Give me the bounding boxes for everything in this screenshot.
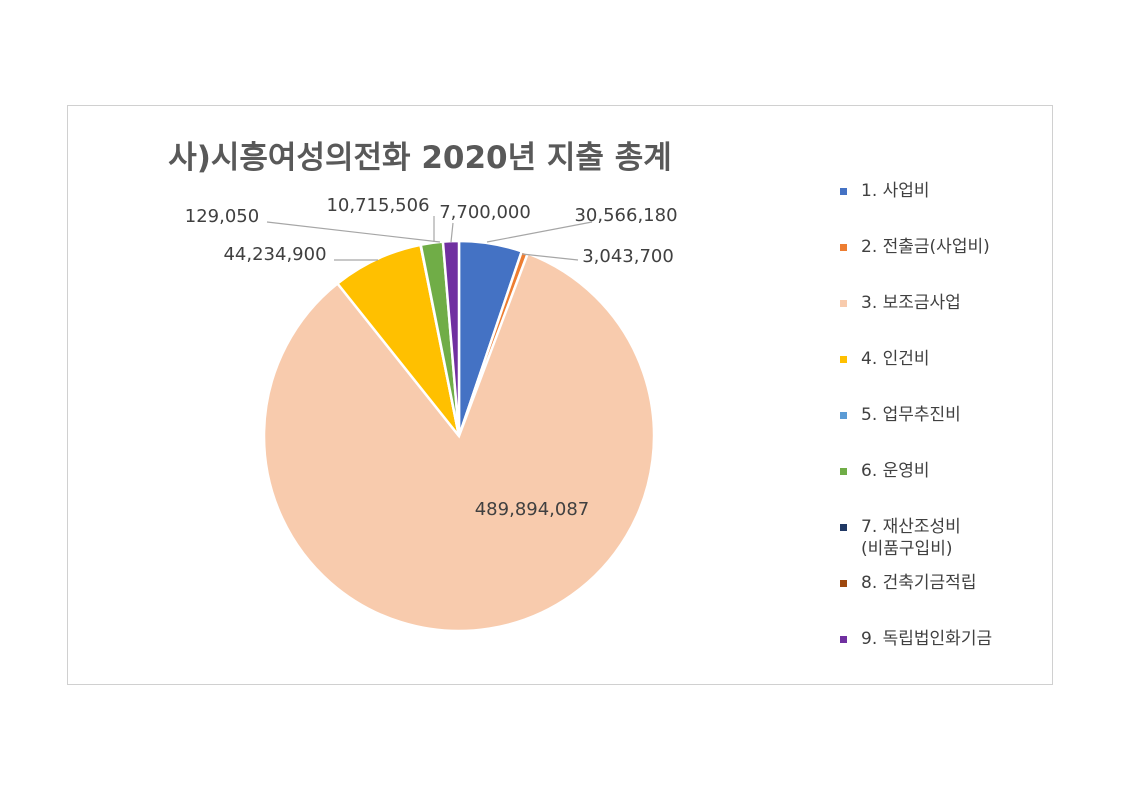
- legend-item: 5. 업무추진비: [840, 404, 961, 426]
- legend-swatch: [840, 636, 847, 643]
- legend-swatch: [840, 188, 847, 195]
- legend-label: 3. 보조금사업: [861, 293, 961, 313]
- legend-item: 3. 보조금사업: [840, 292, 961, 314]
- leader-line: [521, 253, 579, 261]
- leader-line: [486, 221, 593, 243]
- legend-swatch: [840, 356, 847, 363]
- legend-item: 2. 전출금(사업비): [840, 236, 990, 258]
- leader-line: [266, 221, 441, 243]
- legend-label: 7. 재산조성비 (비품구입비): [861, 517, 961, 559]
- legend-item: 9. 독립법인화기금: [840, 628, 992, 650]
- legend-swatch: [840, 468, 847, 475]
- legend-label: 6. 운영비: [861, 461, 930, 481]
- legend-item: 8. 건축기금적립: [840, 572, 976, 594]
- chart-title: 사)시흥여성의전화 2020년 지출 총계: [168, 140, 672, 176]
- pie-slice: [262, 251, 656, 633]
- data-label: 3,043,700: [582, 246, 674, 267]
- legend-swatch: [840, 524, 847, 531]
- data-label: 489,894,087: [475, 499, 590, 520]
- data-label: 7,700,000: [439, 202, 531, 223]
- leader-line: [450, 222, 454, 243]
- legend-item: 7. 재산조성비 (비품구입비): [840, 516, 961, 560]
- data-label: 44,234,900: [223, 244, 326, 265]
- legend-label: 9. 독립법인화기금: [861, 629, 993, 649]
- legend-item: 6. 운영비: [840, 460, 930, 482]
- data-label: 30,566,180: [574, 205, 677, 226]
- legend-swatch: [840, 412, 847, 419]
- legend-label: 4. 인건비: [861, 349, 930, 369]
- legend-item: 4. 인건비: [840, 348, 930, 370]
- legend-item: 1. 사업비: [840, 180, 930, 202]
- legend-label: 2. 전출금(사업비): [861, 237, 990, 257]
- legend-label: 5. 업무추진비: [861, 405, 961, 425]
- data-label: 129,050: [185, 206, 259, 227]
- legend-swatch: [840, 300, 847, 307]
- legend-swatch: [840, 244, 847, 251]
- data-label: 10,715,506: [326, 195, 429, 216]
- legend-swatch: [840, 580, 847, 587]
- legend-label: 8. 건축기금적립: [861, 573, 977, 593]
- legend-label: 1. 사업비: [861, 181, 930, 201]
